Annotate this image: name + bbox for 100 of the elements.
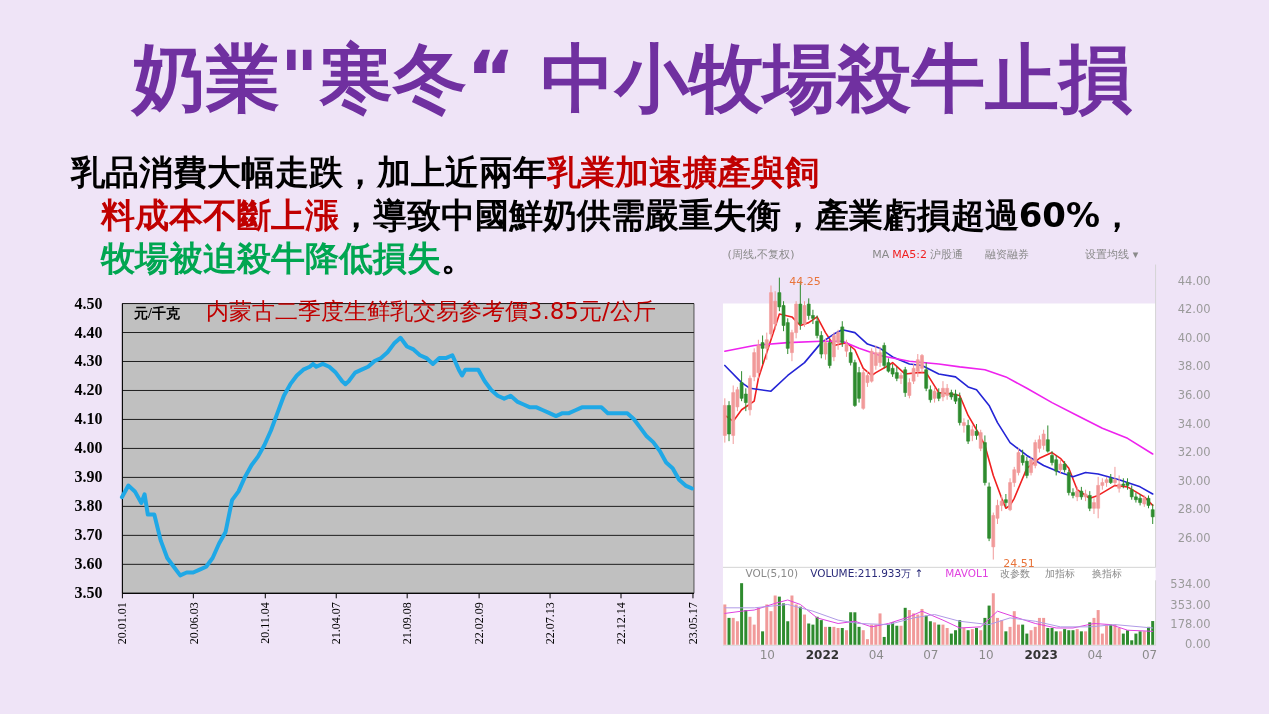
bar bbox=[949, 633, 953, 645]
bar bbox=[1029, 630, 1033, 645]
bar bbox=[815, 616, 819, 645]
bar bbox=[933, 622, 937, 645]
bar bbox=[937, 624, 941, 645]
bar bbox=[945, 627, 949, 645]
candlestick bbox=[882, 342, 887, 369]
bar bbox=[962, 627, 966, 645]
bar bbox=[1117, 627, 1121, 645]
y-tick-label: 26.00 bbox=[1177, 530, 1211, 545]
bar bbox=[1058, 631, 1062, 645]
x-tick-label: 2023 bbox=[1024, 648, 1058, 663]
y-tick-label: 3.90 bbox=[74, 468, 103, 486]
bar bbox=[723, 604, 727, 645]
bar bbox=[857, 626, 861, 645]
y-tick-label: 4.40 bbox=[74, 323, 103, 341]
x-tick-label: 22.12.14 bbox=[614, 602, 629, 645]
bar bbox=[803, 614, 807, 645]
text: 融资融券 bbox=[985, 248, 1030, 262]
x-tick-label: 04 bbox=[868, 648, 884, 663]
bar bbox=[1134, 633, 1138, 645]
bar bbox=[870, 624, 874, 645]
candlestick bbox=[1134, 492, 1138, 504]
text: 料成本不斷上漲 bbox=[99, 195, 340, 236]
y-axis-title: 元/千克 bbox=[132, 305, 181, 322]
bar bbox=[1054, 631, 1058, 645]
bar bbox=[1067, 630, 1071, 645]
candlestick bbox=[823, 337, 828, 361]
text: MA bbox=[872, 248, 890, 262]
bar bbox=[811, 624, 815, 645]
bar bbox=[1113, 624, 1117, 645]
bar bbox=[1151, 621, 1155, 645]
x-tick-label: 22.02.09 bbox=[471, 602, 486, 645]
bar bbox=[849, 612, 853, 645]
bar bbox=[1075, 629, 1079, 645]
y-tick-label: 3.80 bbox=[74, 497, 103, 515]
bar bbox=[853, 612, 857, 645]
bar bbox=[1037, 617, 1041, 645]
text: 牧場被迫殺牛降低損失 bbox=[99, 238, 441, 279]
x-tick-label: 10 bbox=[759, 648, 775, 663]
x-tick-label: 07 bbox=[1141, 648, 1158, 663]
bar bbox=[819, 620, 823, 645]
candlestick bbox=[773, 290, 777, 331]
bar bbox=[878, 613, 882, 645]
bar bbox=[836, 627, 840, 645]
bar bbox=[861, 630, 865, 645]
x-tick-label: 10 bbox=[978, 648, 994, 663]
chart-subtitle: (周线,不复权) bbox=[727, 248, 795, 262]
bar bbox=[748, 616, 752, 645]
y-tick-label: 42.00 bbox=[1177, 302, 1211, 317]
x-tick-label: 22.07.13 bbox=[543, 602, 558, 645]
y-tick-label: 178.00 bbox=[1170, 617, 1211, 632]
y-tick-label: 3.60 bbox=[74, 555, 103, 573]
bar bbox=[1142, 631, 1146, 645]
annotation: VOLUME:211.933万 ↑ bbox=[810, 566, 924, 579]
bar bbox=[1071, 630, 1075, 645]
bar bbox=[832, 626, 836, 645]
candlestick bbox=[899, 372, 903, 385]
y-tick-label: 36.00 bbox=[1177, 387, 1211, 402]
bar bbox=[1063, 629, 1067, 645]
candlestick bbox=[966, 419, 970, 445]
x-tick-label: 23.05.17 bbox=[685, 602, 700, 645]
candlestick bbox=[962, 417, 966, 434]
bar bbox=[941, 624, 945, 645]
x-tick-label: 20.11.04 bbox=[257, 602, 272, 644]
candlestick bbox=[1025, 456, 1029, 479]
x-tick-label: 20.06.03 bbox=[186, 602, 201, 645]
text: 设置均线 ▾ bbox=[1085, 248, 1139, 262]
bar bbox=[790, 595, 794, 645]
bar bbox=[1079, 631, 1083, 645]
text: 。 bbox=[440, 238, 475, 279]
text: 沪股通 bbox=[930, 248, 964, 262]
bar bbox=[777, 596, 781, 645]
bar bbox=[828, 626, 832, 645]
y-tick-label: 4.30 bbox=[74, 352, 103, 370]
bar bbox=[970, 629, 974, 645]
line-series bbox=[119, 335, 695, 578]
y-tick-label: 534.00 bbox=[1170, 577, 1211, 592]
bar bbox=[1109, 624, 1113, 645]
candlestick bbox=[764, 332, 769, 361]
x-tick-label: 2022 bbox=[805, 648, 840, 663]
bar bbox=[874, 624, 878, 645]
bar bbox=[798, 606, 802, 645]
bar bbox=[983, 617, 987, 645]
bar bbox=[794, 604, 798, 645]
bar bbox=[991, 593, 995, 645]
candlestick bbox=[978, 429, 983, 452]
bar bbox=[1105, 624, 1109, 645]
y-tick-label: 3.70 bbox=[74, 526, 103, 544]
line-series bbox=[724, 328, 1154, 495]
bar bbox=[773, 595, 777, 645]
candlestick bbox=[1067, 469, 1071, 496]
bar bbox=[740, 583, 744, 645]
bar bbox=[1004, 631, 1008, 645]
text: 奶業"寒冬“ 中小牧場殺牛止損 bbox=[130, 35, 1133, 122]
bar bbox=[1021, 624, 1025, 645]
bar bbox=[1138, 631, 1142, 645]
annotation: 44.25 bbox=[789, 274, 821, 288]
x-tick-label: 21.09.08 bbox=[400, 602, 415, 645]
y-tick-label: 44.00 bbox=[1177, 273, 1211, 288]
